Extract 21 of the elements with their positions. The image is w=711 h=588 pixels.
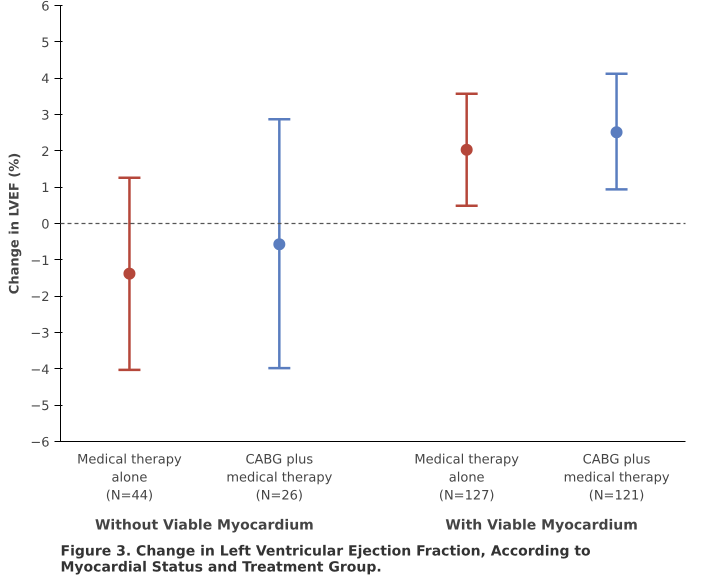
- y-tick-label: 2: [41, 144, 50, 160]
- x-tick-label: Medical therapy alone (N=127): [414, 452, 520, 504]
- y-tick-label: −6: [30, 436, 50, 450]
- text: With Viable Myocardium: [445, 518, 638, 534]
- y-tick-label: −1: [30, 254, 50, 269]
- text: Without Viable Myocardium: [94, 518, 314, 534]
- x-tick-label: CABG plus medical therapy (N=26): [226, 452, 333, 504]
- y-tick-label: −3: [30, 326, 50, 342]
- text: Figure 3. Change in Left Ventricular Ejection Fraction, According to Myocardial Status and Treatment Group.: [60, 544, 592, 576]
- y-tick-label: 0: [41, 218, 50, 232]
- y-tick-label: −4: [30, 362, 50, 378]
- y-tick-label: 1: [41, 181, 50, 196]
- y-tick-label: 3: [41, 108, 50, 124]
- y-tick-label: 4: [41, 72, 50, 88]
- y-axis-title: Change in LVEF (%): [7, 152, 22, 294]
- y-tick-label: −2: [30, 290, 50, 306]
- y-tick-label: −5: [30, 399, 50, 414]
- x-tick-label: CABG plus medical therapy (N=121): [564, 452, 670, 504]
- y-tick-label: 6: [41, 0, 50, 14]
- x-tick-label: Medical therapy alone (N=44): [77, 452, 182, 504]
- y-tick-label: 5: [41, 36, 50, 51]
